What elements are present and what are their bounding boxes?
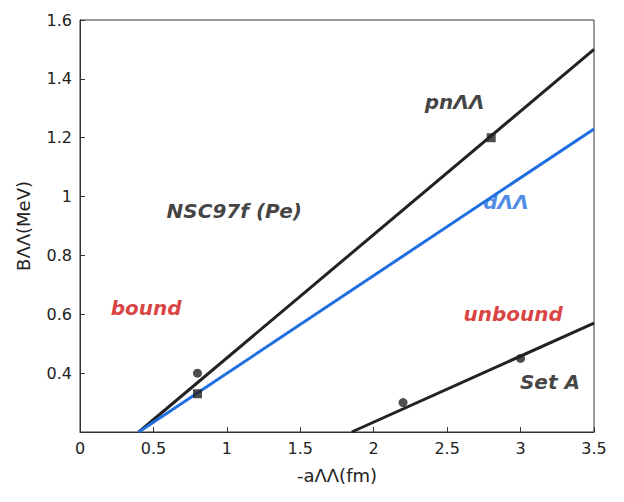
svg-text:0.6: 0.6 — [47, 305, 72, 324]
svg-text:0.5: 0.5 — [141, 439, 166, 458]
svg-text:BΛΛ(MeV): BΛΛ(MeV) — [13, 181, 34, 271]
svg-text:1: 1 — [222, 439, 232, 458]
svg-text:0.4: 0.4 — [47, 364, 72, 383]
svg-text:1.5: 1.5 — [288, 439, 313, 458]
svg-text:dΛΛ: dΛΛ — [483, 190, 528, 214]
svg-text:1.2: 1.2 — [47, 128, 72, 147]
svg-text:1: 1 — [62, 187, 72, 206]
svg-text:Set A: Set A — [520, 370, 580, 394]
svg-text:0.8: 0.8 — [47, 246, 72, 265]
svg-text:pnΛΛ: pnΛΛ — [424, 90, 485, 114]
svg-text:1.6: 1.6 — [47, 11, 72, 30]
svg-text:3: 3 — [515, 439, 525, 458]
svg-text:0: 0 — [75, 439, 85, 458]
svg-text:1.4: 1.4 — [47, 69, 72, 88]
svg-text:unbound: unbound — [464, 302, 564, 326]
svg-text:NSC97f (Pe): NSC97f (Pe) — [167, 199, 302, 223]
svg-text:3.5: 3.5 — [581, 439, 606, 458]
svg-text:2.5: 2.5 — [434, 439, 459, 458]
svg-text:bound: bound — [111, 296, 183, 320]
svg-text:2: 2 — [369, 439, 379, 458]
svg-text:-aΛΛ(fm): -aΛΛ(fm) — [297, 465, 377, 486]
